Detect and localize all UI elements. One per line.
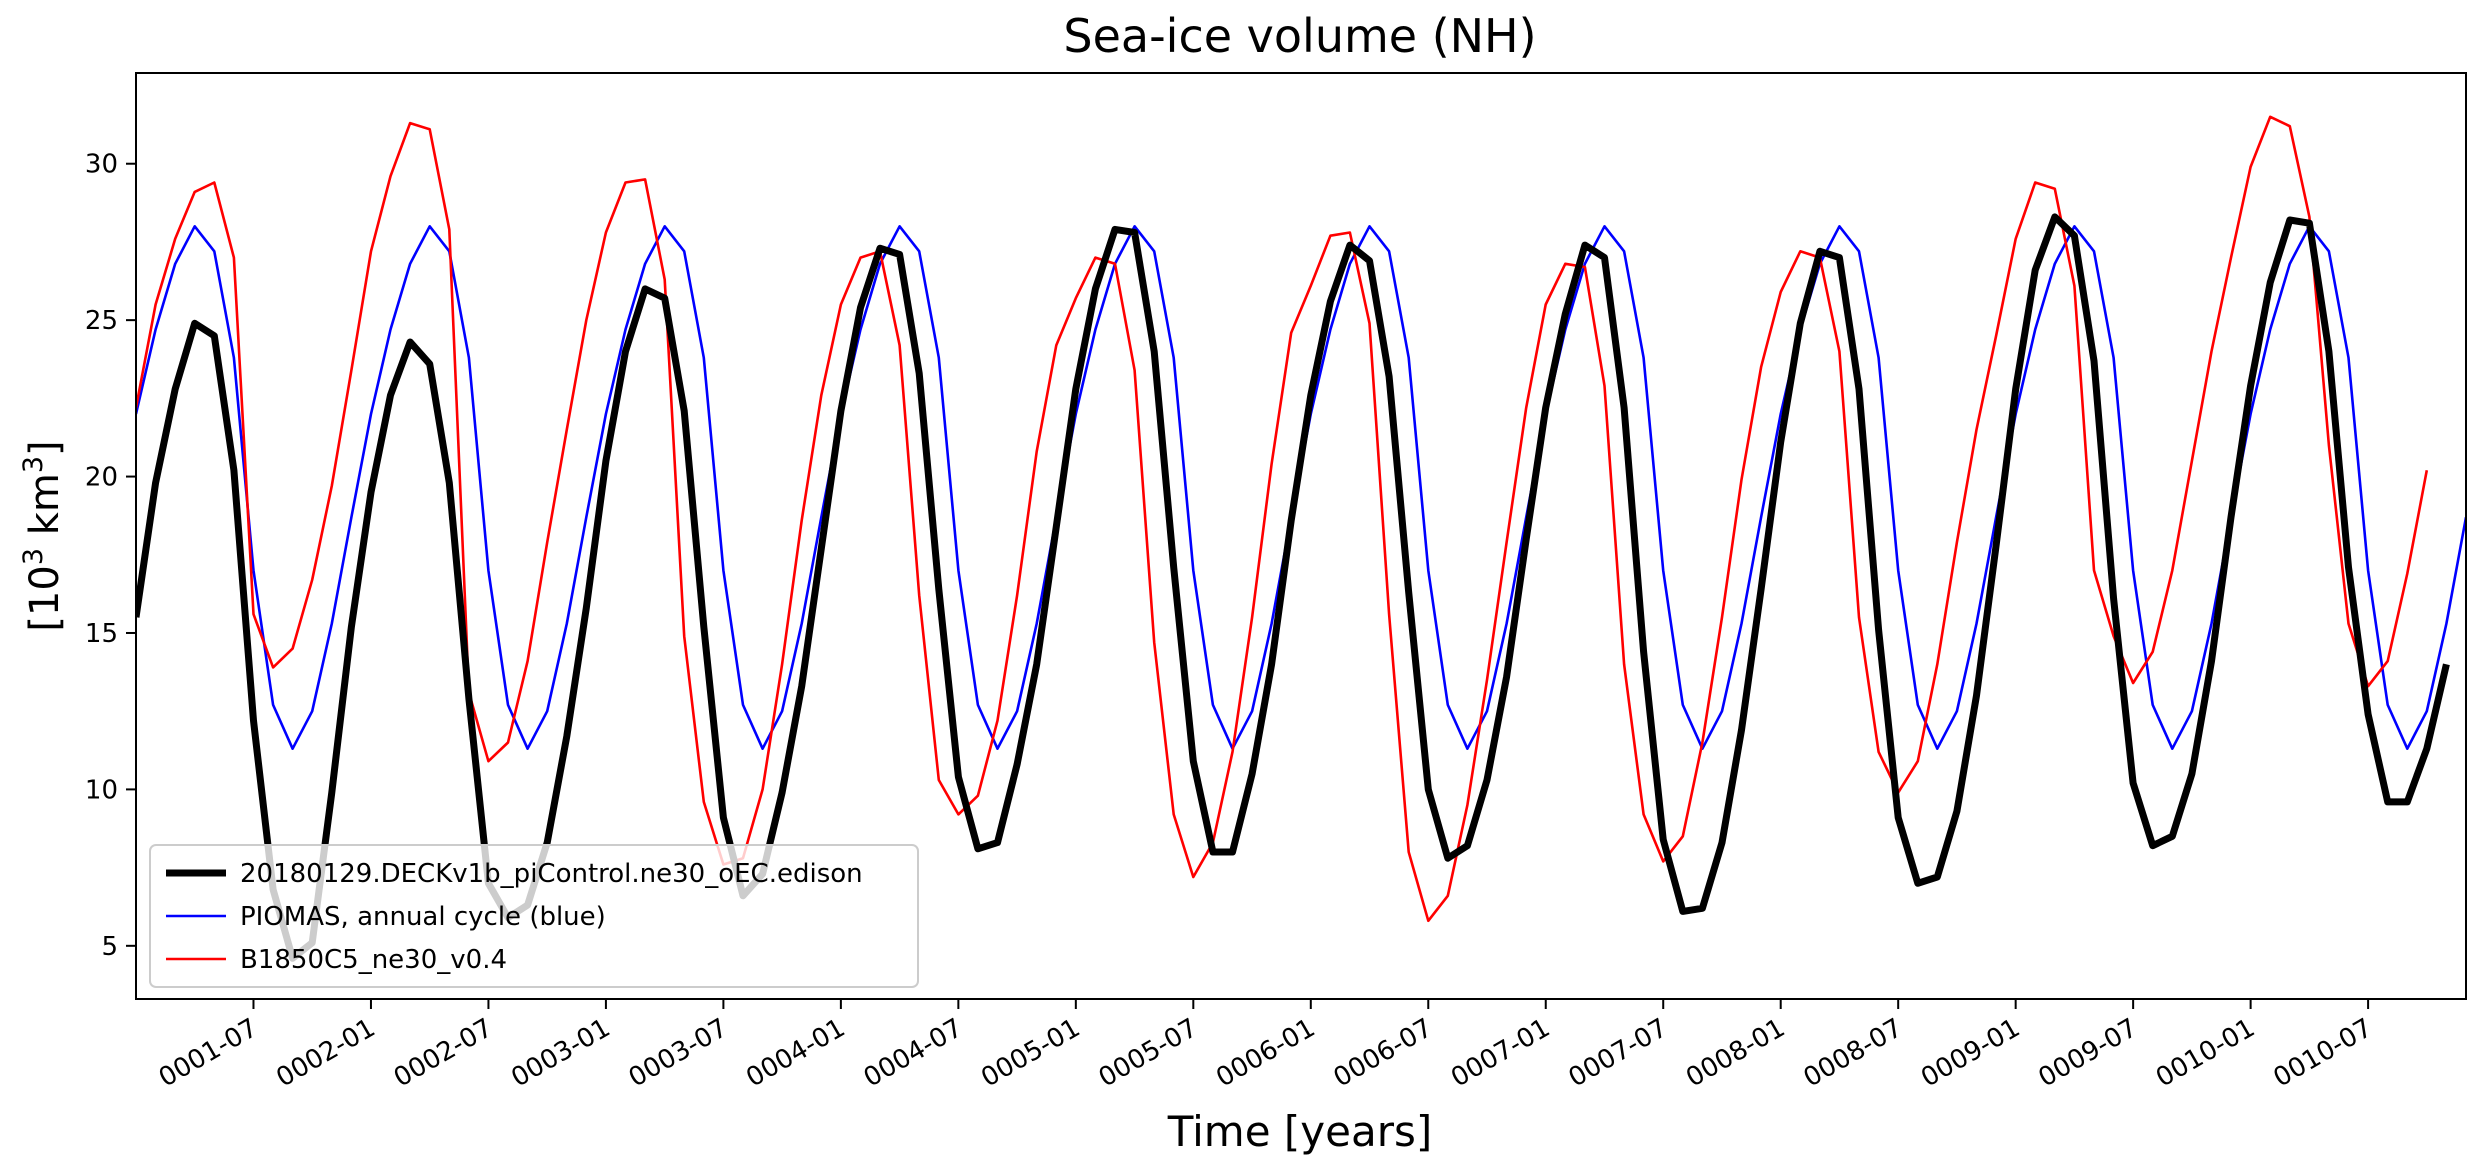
y-axis: 5 10 15 20 25 30	[85, 150, 136, 962]
legend-box	[149, 844, 919, 988]
legend: 20180129.DECKv1b_piControl.ne30_oEC.edis…	[149, 844, 919, 988]
chart-title: Sea-ice volume (NH)	[1063, 9, 1536, 63]
series-line-2	[136, 115, 2429, 923]
y-tick-label: 10	[85, 775, 118, 805]
x-axis-label: Time [years]	[1167, 1107, 1433, 1156]
y-tick-label: 20	[85, 463, 118, 493]
legend-label: B1850C5_ne30_v0.4	[240, 945, 507, 975]
y-tick-label: 15	[85, 619, 118, 649]
y-label-mid: km	[22, 473, 68, 548]
y-tick-label: 30	[85, 150, 118, 180]
y-label-sup1: 3	[18, 548, 49, 565]
y-label-sup2: 3	[18, 456, 49, 473]
plot-frame	[135, 72, 2467, 1000]
y-label-end: ]	[22, 440, 68, 456]
legend-label: 20180129.DECKv1b_piControl.ne30_oEC.edis…	[240, 859, 863, 889]
legend-label: PIOMAS, annual cycle (blue)	[240, 902, 606, 932]
y-tick-label: 25	[85, 306, 118, 336]
y-tick-label: 5	[101, 932, 118, 962]
y-axis-label: [103 km3]	[18, 440, 68, 631]
y-label-base: [10	[22, 565, 68, 632]
